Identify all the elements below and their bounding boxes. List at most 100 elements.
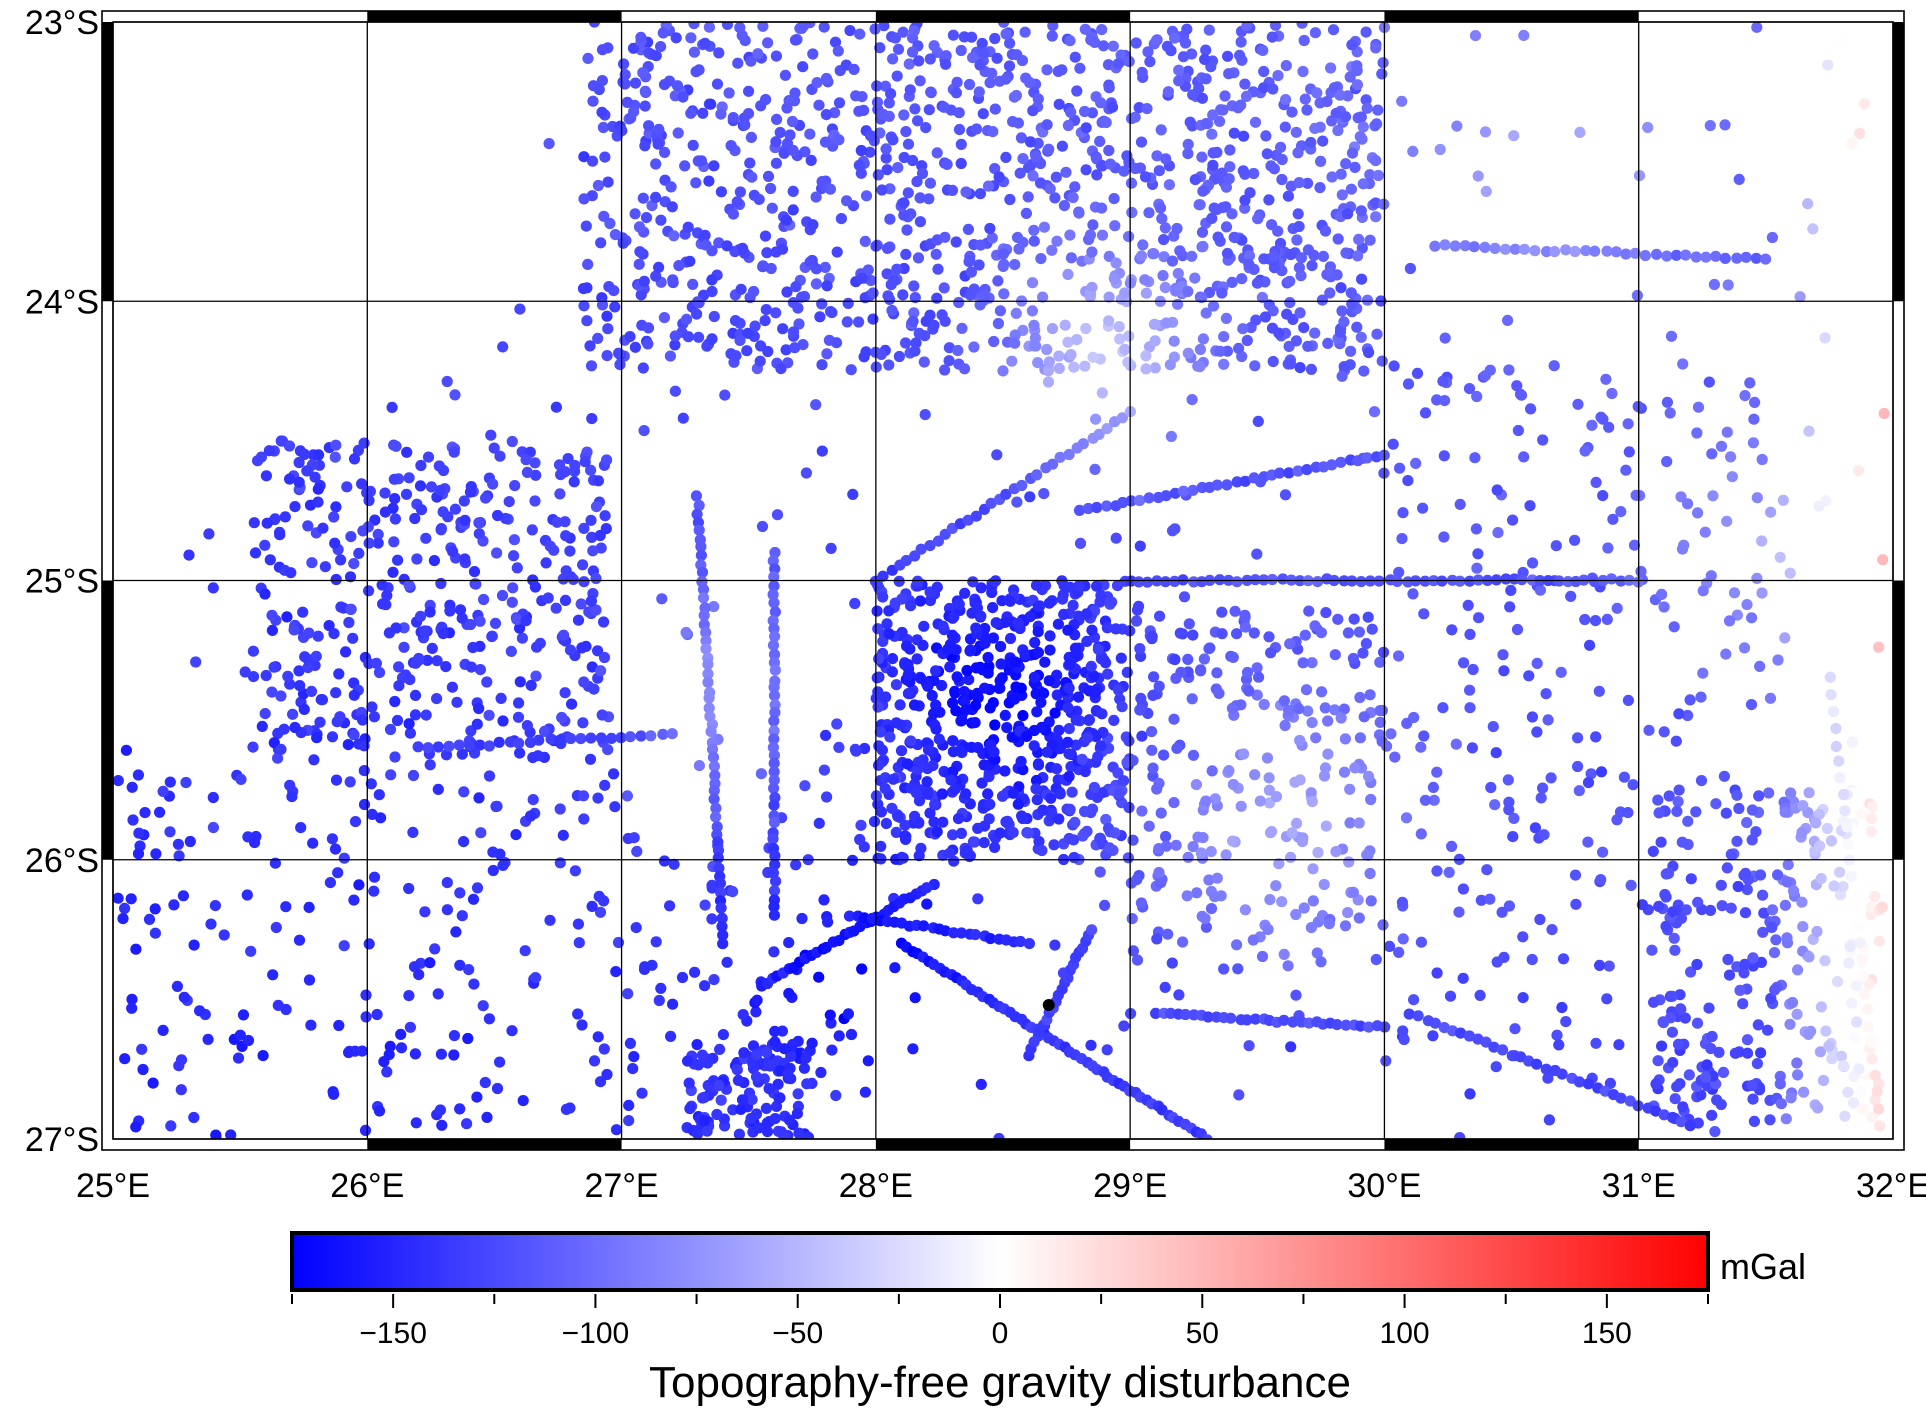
station-point xyxy=(1220,221,1233,233)
station-point xyxy=(329,537,341,549)
station-point xyxy=(717,1029,730,1041)
station-point xyxy=(1086,924,1098,936)
station-point xyxy=(440,661,452,673)
station-point xyxy=(984,77,996,89)
station-point xyxy=(172,838,184,850)
station-point xyxy=(831,246,843,258)
station-point xyxy=(884,293,896,305)
station-point xyxy=(886,304,898,317)
station-point xyxy=(956,322,968,334)
station-point xyxy=(772,1078,784,1090)
station-point xyxy=(1162,928,1174,940)
station-point xyxy=(1332,233,1344,245)
station-point xyxy=(1256,950,1269,963)
station-point xyxy=(577,790,590,802)
station-point xyxy=(938,101,950,113)
station-point xyxy=(1848,1032,1860,1044)
station-point xyxy=(1206,212,1218,224)
station-point xyxy=(1066,786,1078,798)
station-point xyxy=(1154,610,1166,622)
station-point xyxy=(1094,135,1106,147)
station-point xyxy=(844,25,856,37)
station-point xyxy=(1839,805,1851,817)
station-point xyxy=(693,331,705,343)
station-point xyxy=(1079,23,1091,35)
station-point xyxy=(585,360,598,372)
station-point xyxy=(514,676,526,688)
station-point xyxy=(1112,58,1124,70)
station-point xyxy=(991,52,1003,64)
station-point xyxy=(1723,969,1736,981)
station-point xyxy=(1065,349,1077,361)
station-point xyxy=(1393,650,1405,662)
station-point xyxy=(1050,171,1062,183)
station-point xyxy=(970,662,982,674)
station-point xyxy=(903,58,915,70)
station-point xyxy=(768,725,780,737)
station-point xyxy=(918,920,930,932)
station-point xyxy=(1065,106,1077,118)
station-point xyxy=(855,144,867,157)
station-point xyxy=(768,909,781,921)
station-point xyxy=(1802,198,1814,210)
station-point xyxy=(1159,222,1171,234)
station-point xyxy=(891,263,903,275)
station-point xyxy=(1741,1034,1754,1046)
station-point xyxy=(1339,920,1352,932)
station-point xyxy=(742,108,755,120)
station-point xyxy=(894,699,906,711)
station-point xyxy=(1173,75,1185,87)
station-point xyxy=(1216,606,1228,618)
station-point xyxy=(713,862,725,874)
station-point xyxy=(635,730,647,742)
station-point xyxy=(475,827,487,839)
station-point xyxy=(1306,260,1318,272)
station-point xyxy=(422,451,435,463)
station-point xyxy=(912,756,924,769)
station-point xyxy=(1371,118,1383,130)
station-point xyxy=(1821,822,1833,835)
station-point xyxy=(1153,165,1165,177)
station-point xyxy=(415,459,427,472)
station-point xyxy=(1093,428,1105,440)
station-point xyxy=(843,910,856,922)
station-point xyxy=(1537,434,1549,446)
station-point xyxy=(1642,121,1654,134)
station-point xyxy=(1791,1008,1803,1020)
station-point xyxy=(1046,323,1059,335)
station-point xyxy=(890,679,903,691)
station-point xyxy=(1024,611,1036,623)
station-point xyxy=(629,208,641,220)
station-point xyxy=(1349,762,1361,774)
station-point xyxy=(993,1132,1005,1139)
station-point xyxy=(474,615,486,627)
station-point xyxy=(1361,294,1374,306)
station-point xyxy=(781,137,794,150)
station-point xyxy=(883,605,895,617)
station-point xyxy=(1560,1016,1572,1028)
station-point xyxy=(505,645,517,658)
station-point xyxy=(665,181,677,193)
station-point xyxy=(1733,173,1745,185)
station-point xyxy=(506,435,518,448)
station-point xyxy=(1211,872,1223,884)
station-point xyxy=(1108,272,1120,285)
station-point xyxy=(514,303,526,315)
station-point xyxy=(964,289,976,301)
station-point xyxy=(1862,1021,1874,1033)
station-point xyxy=(543,138,555,150)
lon-label: 26°E xyxy=(330,1167,404,1205)
station-point xyxy=(1290,126,1302,138)
station-point xyxy=(975,582,987,594)
station-point xyxy=(926,690,938,702)
station-point xyxy=(961,664,973,677)
station-point xyxy=(769,1036,781,1048)
station-point xyxy=(330,687,342,699)
station-point xyxy=(960,186,972,198)
station-point xyxy=(1268,163,1280,175)
station-point xyxy=(730,350,742,362)
station-point xyxy=(875,853,887,865)
station-point xyxy=(1750,826,1762,838)
station-point xyxy=(428,555,440,567)
station-point xyxy=(1429,1017,1441,1029)
